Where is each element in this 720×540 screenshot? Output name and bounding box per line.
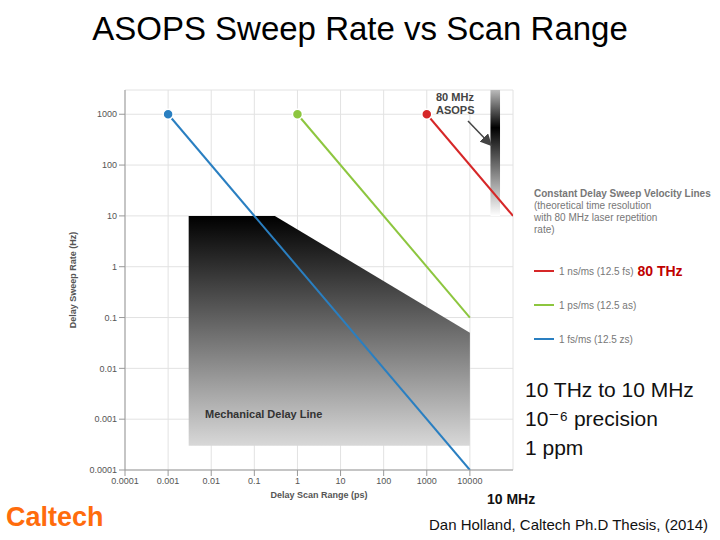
svg-text:0.001: 0.001 (157, 476, 180, 486)
html-text:10 THz to 10 MHz: 10 THz to 10 MHz (525, 378, 694, 401)
html-text:1 fs/ms (12.5 zs): 1 fs/ms (12.5 zs) (559, 333, 633, 345)
svg-text:0.001: 0.001 (94, 414, 117, 424)
html-text:80 MHz ASOPS: 80 MHz ASOPS (436, 91, 475, 116)
html-text:Caltech: Caltech (6, 502, 104, 532)
html-text:10 MHz: 10 MHz (487, 491, 536, 507)
html-text:Mechanical Delay Line: Mechanical Delay Line (205, 408, 323, 420)
svg-text:100: 100 (376, 476, 391, 486)
svg-text:10: 10 (336, 476, 346, 486)
svg-text:1000: 1000 (97, 109, 117, 119)
html-text:ASOPS Sweep Rate vs Scan Range: ASOPS Sweep Rate vs Scan Range (92, 10, 628, 47)
svg-text:0.0001: 0.0001 (89, 465, 117, 475)
svg-text:100: 100 (102, 160, 117, 170)
svg-text:0.0001: 0.0001 (111, 476, 139, 486)
svg-text:0.01: 0.01 (202, 476, 220, 486)
html-text:1 ns/ms (12.5 fs) 80 THz: 1 ns/ms (12.5 fs) 80 THz (559, 263, 683, 279)
svg-text:0.1: 0.1 (248, 476, 261, 486)
svg-text:1: 1 (112, 262, 117, 272)
svg-text:0.01: 0.01 (99, 364, 117, 374)
svg-text:Delay Scan Range (ps): Delay Scan Range (ps) (270, 490, 367, 500)
svg-text:1000: 1000 (417, 476, 437, 486)
html-text:1 ppm: 1 ppm (525, 436, 584, 459)
svg-text:Delay Sweep Rate (Hz): Delay Sweep Rate (Hz) (68, 232, 78, 329)
html-text:Dan Holland, Caltech Ph.D Thes: Dan Holland, Caltech Ph.D Thesis, (2014) (429, 516, 708, 533)
html-text:1 ps/ms (12.5 as): 1 ps/ms (12.5 as) (559, 299, 637, 311)
svg-text:10: 10 (107, 211, 117, 221)
html-text:(theoretical time resolution w: (theoretical time resolution with 80 MHz… (534, 200, 658, 235)
svg-text:10000: 10000 (457, 476, 482, 486)
html-text:10⁻⁶ precision: 10⁻⁶ precision (525, 407, 658, 430)
html-text:Constant Delay Sweep Velocity: Constant Delay Sweep Velocity Lines (534, 188, 711, 199)
svg-text:0.1: 0.1 (104, 313, 117, 323)
svg-text:1: 1 (295, 476, 300, 486)
